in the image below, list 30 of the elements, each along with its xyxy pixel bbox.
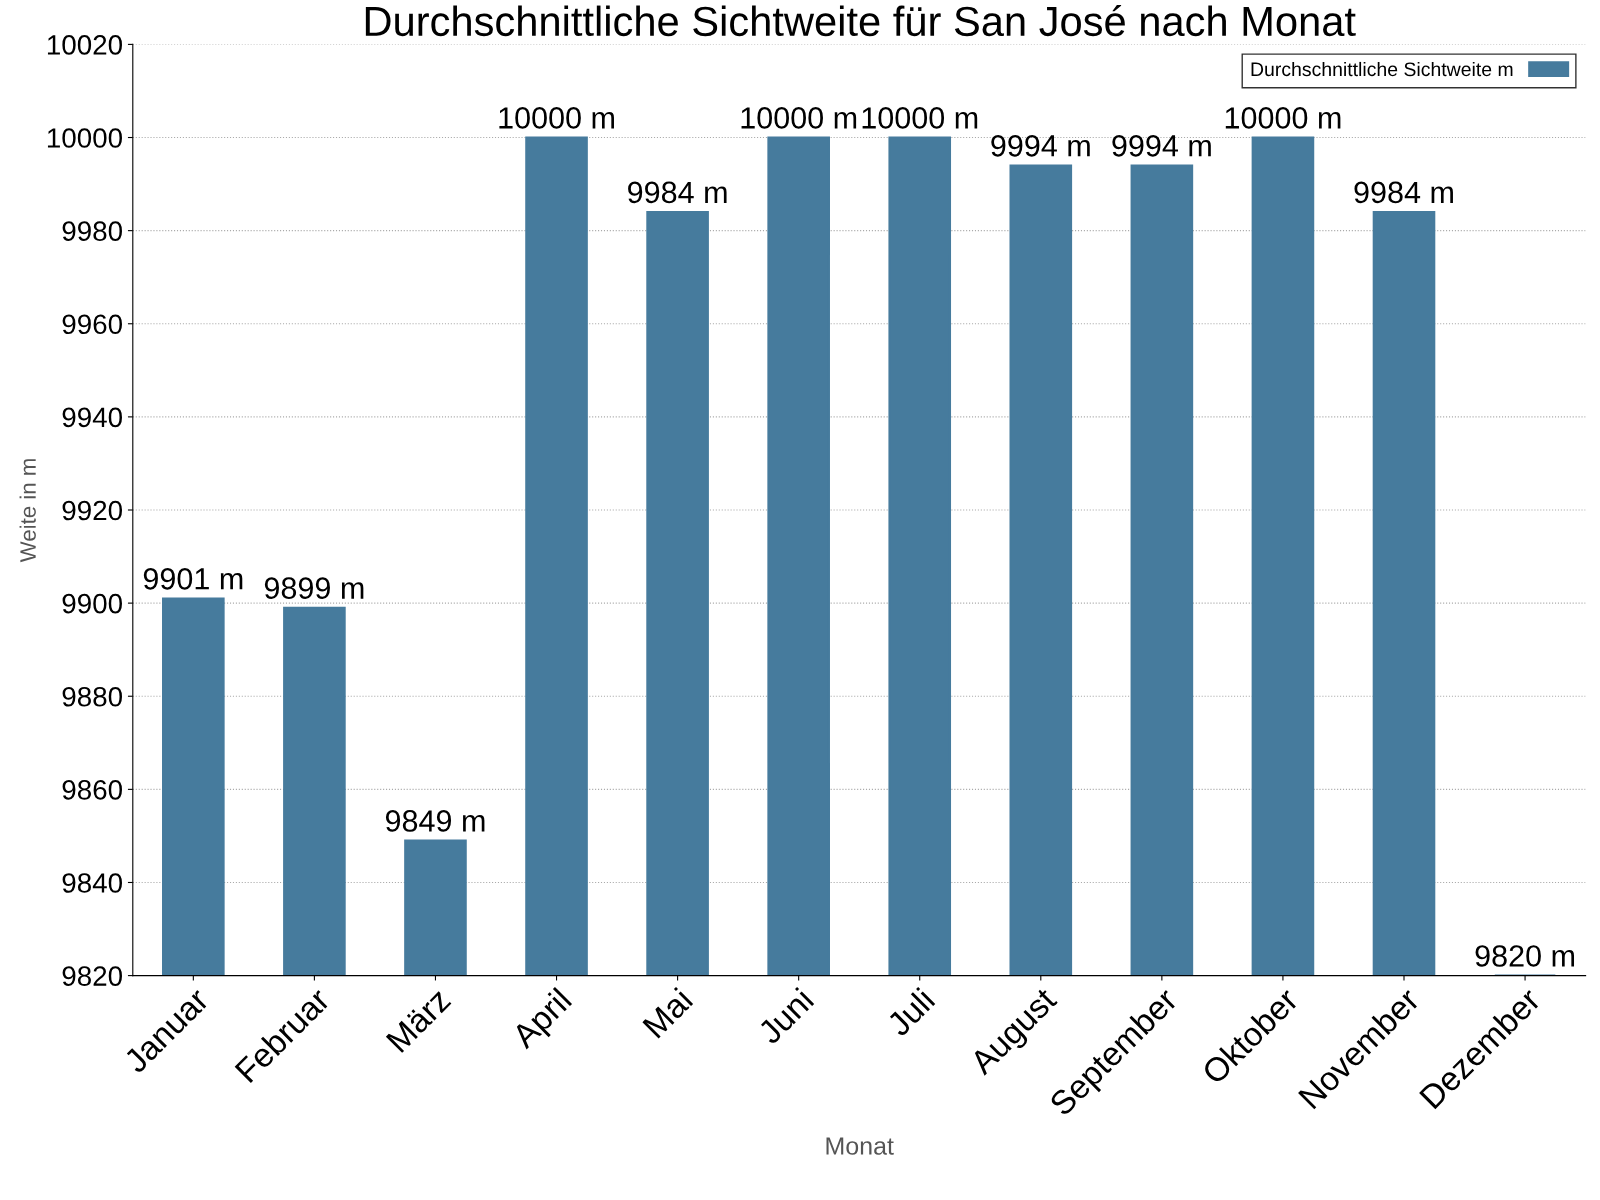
x-axis-title: Monat bbox=[826, 1137, 894, 1155]
data-label: 9994 m bbox=[991, 135, 1090, 157]
x-tick-label: Mai bbox=[641, 986, 694, 1039]
y-tick-label: 10020 bbox=[47, 35, 122, 55]
y-tick-label: 9880 bbox=[62, 686, 122, 707]
data-label: 9984 m bbox=[628, 181, 727, 204]
y-tick-label: 9820 bbox=[62, 966, 122, 986]
data-label: 10000 m bbox=[499, 107, 614, 129]
data-label: 10000 m bbox=[741, 107, 857, 129]
data-label: 9994 m bbox=[1112, 135, 1211, 157]
y-tick-label: 9900 bbox=[62, 593, 122, 614]
x-tick-label: Juni bbox=[755, 986, 815, 1046]
data-label: 9820 m bbox=[1475, 945, 1575, 967]
data-label: 9901 m bbox=[143, 568, 243, 590]
y-tick-label: 9960 bbox=[62, 314, 122, 335]
x-tick-label: Juli bbox=[884, 986, 936, 1038]
y-tick-label: 9920 bbox=[62, 500, 122, 521]
y-tick-label: 9840 bbox=[62, 873, 122, 893]
data-label: 10000 m bbox=[862, 107, 978, 129]
data-label: 9849 m bbox=[385, 810, 485, 832]
data-label: 9984 m bbox=[1354, 181, 1453, 204]
data-label: 10000 m bbox=[1225, 107, 1341, 129]
y-tick-label: 10000 bbox=[47, 128, 122, 148]
data-label: 9899 m bbox=[264, 577, 364, 599]
y-tick-label: 9860 bbox=[62, 780, 122, 800]
y-tick-label: 9980 bbox=[62, 221, 122, 241]
chart-title: Durchschnittliche Sichtweite für San José nach Monat bbox=[365, 5, 1356, 37]
legend-label: Durchschnittliche Sichtweite m bbox=[1251, 61, 1513, 77]
y-tick-label: 9940 bbox=[62, 407, 122, 428]
y-axis-title: Weite in m bbox=[19, 459, 36, 563]
